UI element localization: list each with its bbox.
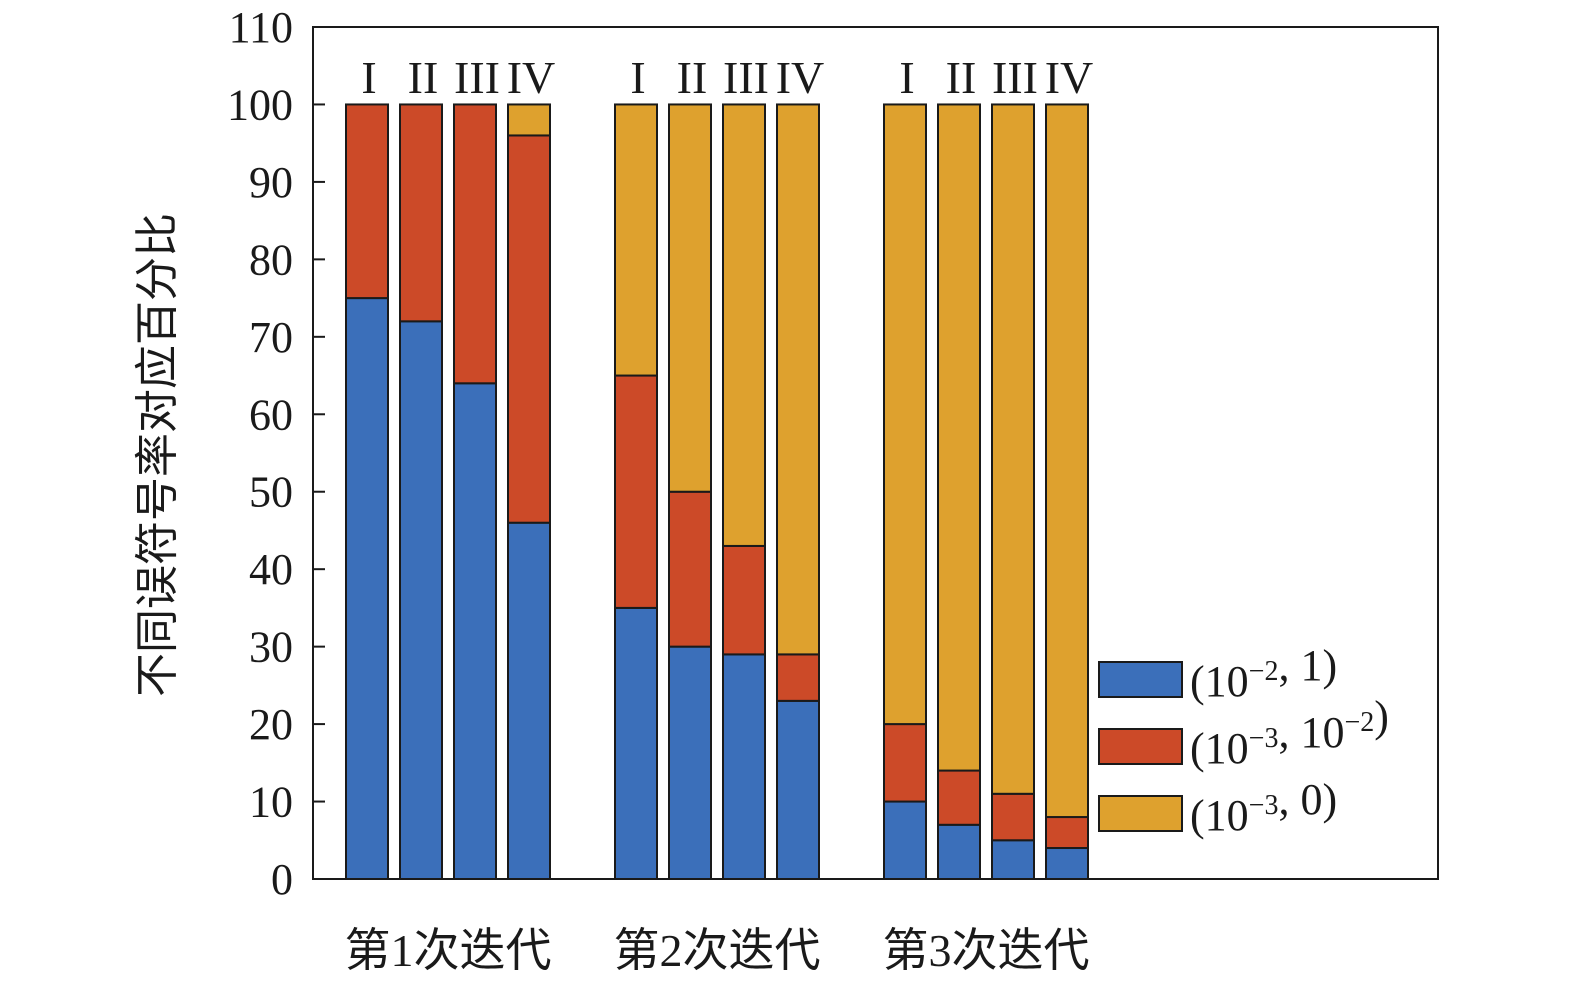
bar-segment [668, 645, 712, 880]
y-tick-label: 50 [249, 468, 293, 517]
bar-segment [722, 103, 766, 547]
bar-segment [937, 823, 981, 880]
bar-segment [399, 103, 443, 323]
bar-segment [1045, 847, 1089, 881]
bar-segment [668, 490, 712, 648]
y-axis-label: 不同误符号率对应百分比 [133, 213, 182, 697]
bar-segment [345, 297, 389, 881]
y-tick-label: 100 [227, 80, 293, 129]
y-tick-label: 70 [249, 313, 293, 362]
bar-segment [507, 521, 551, 881]
y-tick-label: 0 [271, 855, 293, 904]
bar-label: I [899, 52, 914, 103]
bar-segment [937, 103, 981, 772]
legend-label: (10−3, 10−2) [1190, 692, 1389, 773]
bar-segment [883, 723, 927, 803]
group-label: 第2次迭代 [614, 925, 821, 976]
bar-segment [937, 769, 981, 826]
bar-segment [614, 374, 658, 609]
bar-segment [507, 134, 551, 524]
bar-label: III [454, 52, 500, 103]
bar-segment [1045, 103, 1089, 819]
y-tick-label: 90 [249, 158, 293, 207]
bar-label: II [946, 52, 977, 103]
bar-label: II [677, 52, 708, 103]
bar-segment [776, 103, 820, 656]
y-tick-label: 20 [249, 700, 293, 749]
bar-segment [722, 544, 766, 656]
bar-segment [776, 699, 820, 881]
legend-swatch [1098, 795, 1183, 832]
bar-label: IV [1045, 52, 1094, 103]
group-label: 第1次迭代 [345, 925, 552, 976]
bar-segment [883, 800, 927, 881]
bar-label: I [361, 52, 376, 103]
bars-group [345, 103, 1089, 881]
bar-segment [883, 103, 927, 726]
bar-segment [1045, 816, 1089, 850]
plot-frame [312, 26, 1439, 880]
bar-label: IV [776, 52, 825, 103]
bar-label: III [723, 52, 769, 103]
bar-segment [991, 792, 1035, 842]
group-label: 第3次迭代 [883, 925, 1090, 976]
bar-segment [991, 839, 1035, 880]
axes-group: 0 10 20 30 40 50 60 70 80 90 100 110 [227, 3, 1439, 904]
y-tick-label: 30 [249, 623, 293, 672]
bar-segment [453, 103, 497, 385]
bar-label: III [992, 52, 1038, 103]
y-tick-label: 40 [249, 545, 293, 594]
legend-label: (10−3, 0) [1190, 775, 1337, 840]
bar-segment [507, 103, 551, 137]
bar-segment [399, 320, 443, 880]
y-tick-label: 110 [229, 3, 293, 52]
bar-segment [668, 103, 712, 493]
y-tick-label: 60 [249, 390, 293, 439]
bar-segment [453, 382, 497, 880]
legend-swatch [1098, 661, 1183, 698]
bar-label: IV [507, 52, 556, 103]
legend-swatch [1098, 728, 1183, 765]
y-tick-label: 80 [249, 235, 293, 284]
legend-label: (10−2, 1) [1190, 641, 1337, 706]
bar-segment [345, 103, 389, 300]
bar-segment [776, 653, 820, 702]
bar-segment [722, 653, 766, 881]
y-tick-label: 10 [249, 778, 293, 827]
legend: (10−2, 1)(10−3, 10−2)(10−3, 0) [1098, 641, 1389, 840]
bar-label: II [408, 52, 439, 103]
bar-segment [991, 103, 1035, 795]
bar-segment [614, 103, 658, 377]
bar-segment [614, 606, 658, 881]
bar-label: I [630, 52, 645, 103]
